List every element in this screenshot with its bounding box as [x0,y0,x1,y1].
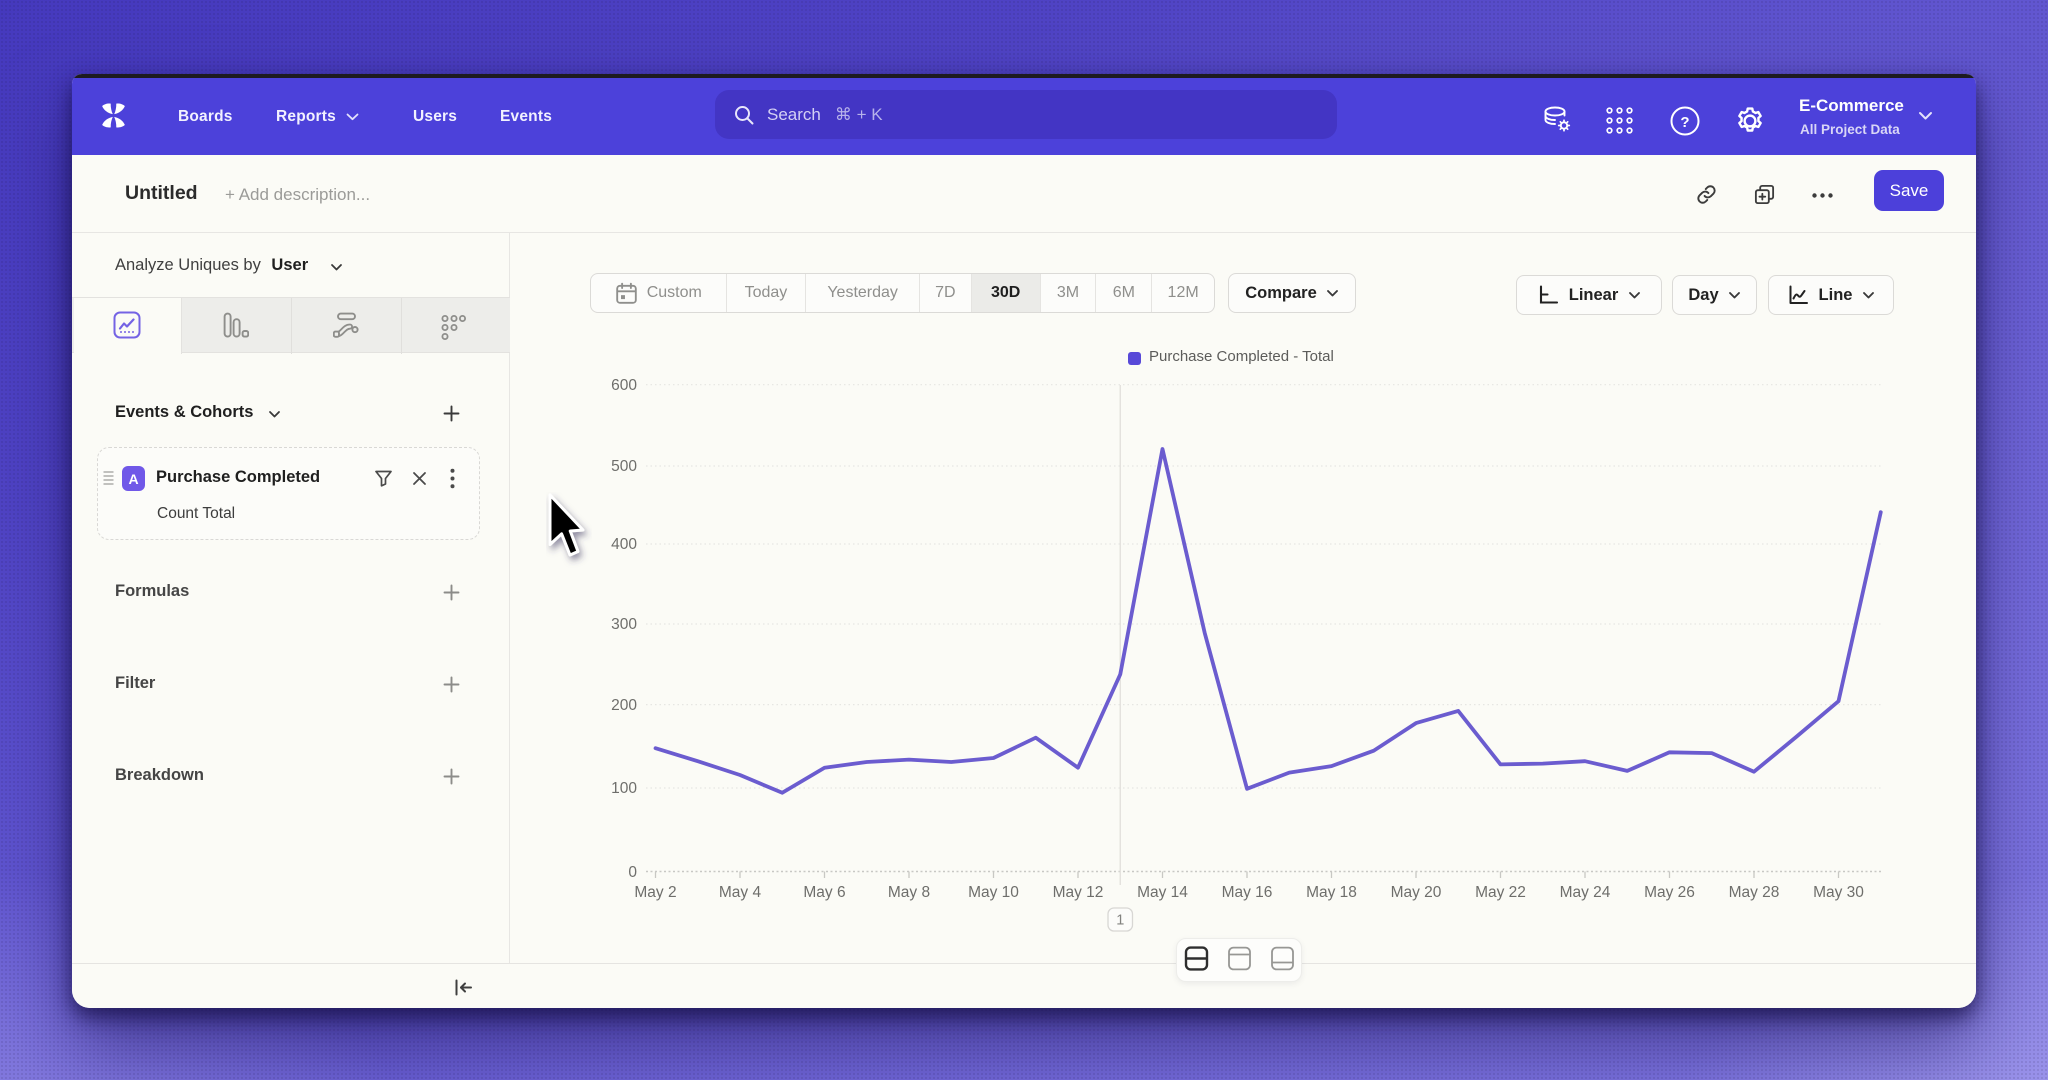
svg-text:May 12: May 12 [1053,884,1104,901]
svg-text:100: 100 [611,780,637,797]
svg-text:May 10: May 10 [968,884,1019,901]
svg-text:May 2: May 2 [634,884,676,901]
svg-text:May 22: May 22 [1475,884,1526,901]
svg-text:May 26: May 26 [1644,884,1695,901]
svg-text:May 4: May 4 [719,884,762,901]
svg-text:1: 1 [1116,913,1124,929]
svg-text:May 14: May 14 [1137,884,1188,901]
svg-text:0: 0 [628,864,637,881]
svg-text:May 28: May 28 [1729,884,1780,901]
svg-text:400: 400 [611,536,637,553]
svg-text:May 8: May 8 [888,884,930,901]
svg-text:600: 600 [611,377,637,394]
svg-text:May 6: May 6 [803,884,845,901]
svg-text:300: 300 [611,616,637,633]
svg-text:?: ? [1680,114,1689,131]
svg-text:500: 500 [611,458,637,475]
svg-text:200: 200 [611,697,637,714]
svg-text:May 24: May 24 [1560,884,1611,901]
svg-text:May 18: May 18 [1306,884,1357,901]
svg-text:May 20: May 20 [1391,884,1442,901]
svg-text:May 30: May 30 [1813,884,1864,901]
svg-text:May 16: May 16 [1222,884,1273,901]
